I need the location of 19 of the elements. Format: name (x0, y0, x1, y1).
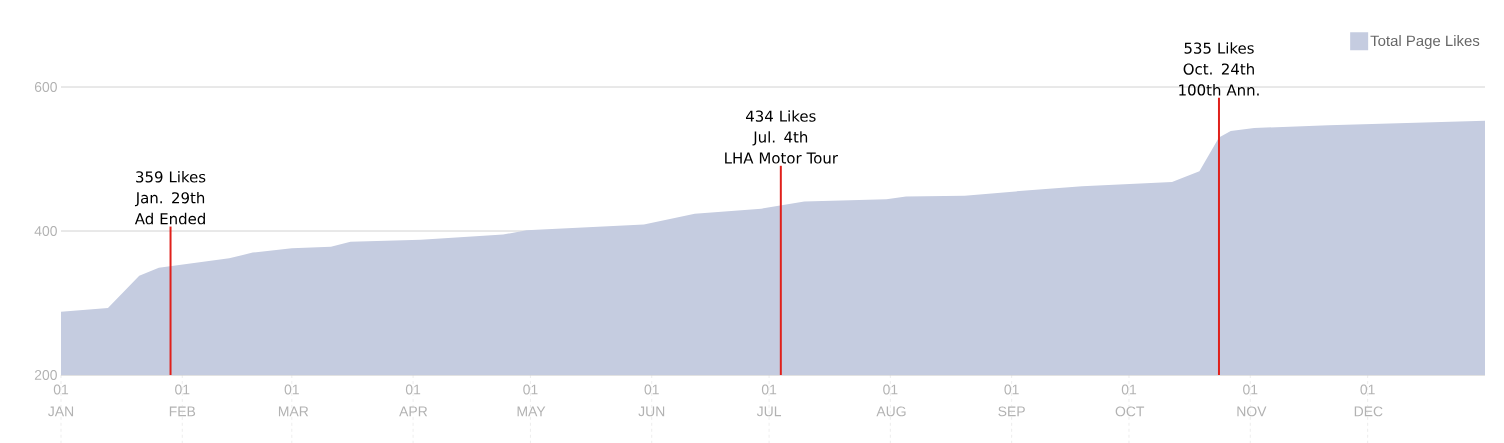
x-tick-label: 01 NOV (1237, 384, 1267, 417)
ref-line-label: 359 Likes Jan. 29th Ad Ended (134, 170, 206, 225)
legend-label: Total Page Likes (1370, 35, 1480, 50)
x-tick-label: 01 APR (399, 384, 428, 417)
x-tick-label: 01 MAR (278, 384, 309, 417)
x-tick-label: 01 JUN (638, 384, 665, 417)
x-tick-label: 01 JUL (756, 384, 782, 417)
ref-line-label: 434 Likes Jul. 4th LHA Motor Tour (725, 110, 838, 164)
x-tick-label: 01 JAN (48, 384, 74, 417)
x-tick-label: 01 AUG (876, 384, 906, 417)
x-tick-label: 01 FEB (169, 384, 196, 417)
x-tick-label: 01 MAY (517, 384, 546, 417)
x-tick-label: 01 DEC (1354, 384, 1383, 417)
ref-line-label: 535 Likes Oct. 24th 100th Ann. (1179, 42, 1259, 96)
x-tick-label: 01 OCT (1115, 384, 1145, 417)
y-tick-label: 600 (34, 82, 57, 92)
y-tick-label: 200 (34, 370, 57, 380)
x-tick-label: 01 SEP (998, 384, 1025, 417)
y-tick-label: 400 (34, 226, 57, 236)
